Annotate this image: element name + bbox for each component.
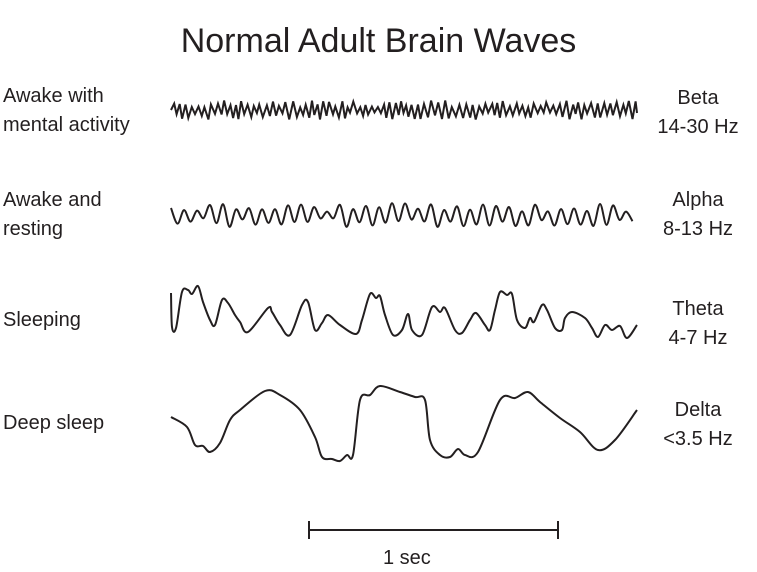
diagram-title: Normal Adult Brain Waves [180,22,577,60]
alpha-waveform [170,202,634,228]
wave-frequency: 8-13 Hz [662,218,734,240]
wave-name: Alpha [672,189,724,211]
beta-waveform [170,98,638,122]
state-label-alpha: Awake and resting [3,186,102,244]
wave-name: Theta [672,298,724,320]
wave-name: Delta [674,399,722,421]
state-line: Awake with [3,85,104,107]
theta-waveform [170,284,638,339]
state-label-delta: Deep sleep [3,409,104,438]
state-label-beta: Awake with mental activity [3,82,130,140]
wave-name: Beta [677,87,719,109]
wave-frequency: <3.5 Hz [663,428,733,450]
state-line: Deep sleep [3,412,105,434]
scale-bar [308,521,559,539]
state-line: Awake and [3,189,102,211]
wave-frequency: 14-30 Hz [657,116,739,138]
state-line: Sleeping [3,309,81,331]
state-label-theta: Sleeping [3,306,81,335]
wave-label-beta: Beta 14-30 Hz [643,84,753,142]
wave-label-alpha: Alpha 8-13 Hz [643,186,753,244]
state-line: resting [3,218,64,240]
wave-frequency: 4-7 Hz [668,327,728,349]
state-line: mental activity [3,114,130,136]
delta-waveform [170,384,638,463]
wave-label-delta: Delta <3.5 Hz [643,396,753,454]
wave-label-theta: Theta 4-7 Hz [643,295,753,353]
scale-bar-label: 1 sec [383,547,431,569]
